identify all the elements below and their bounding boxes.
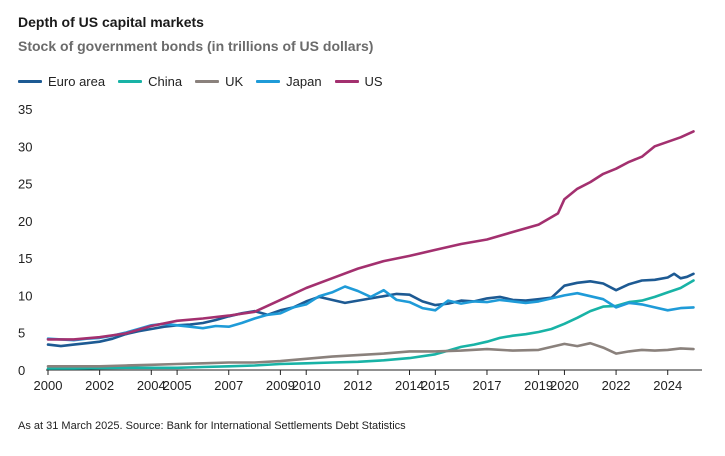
y-tick-label-20: 20 xyxy=(18,214,32,229)
chart-title: Depth of US capital markets xyxy=(18,14,204,30)
chart-subtitle: Stock of government bonds (in trillions … xyxy=(18,38,374,54)
x-tick-label-2015: 2015 xyxy=(421,378,450,393)
legend-label-us: US xyxy=(364,74,383,89)
y-tick-label-30: 30 xyxy=(18,139,32,154)
legend-label-japan: Japan xyxy=(286,74,322,89)
legend-item-uk: UK xyxy=(195,74,243,89)
y-tick-label-0: 0 xyxy=(18,363,25,378)
legend-label-uk: UK xyxy=(225,74,244,89)
x-tick-label-2022: 2022 xyxy=(602,378,631,393)
series-line-us xyxy=(46,130,695,341)
x-tick-label-2004: 2004 xyxy=(137,378,166,393)
series-line-euro-area xyxy=(46,272,695,348)
x-tick-label-2017: 2017 xyxy=(473,378,502,393)
x-tick-label-2009: 2009 xyxy=(266,378,295,393)
x-tick-label-2020: 2020 xyxy=(550,378,579,393)
series-line-china xyxy=(46,279,695,370)
x-tick-label-2024: 2024 xyxy=(653,378,682,393)
x-tick-label-2014: 2014 xyxy=(395,378,424,393)
y-tick-label-10: 10 xyxy=(18,288,32,303)
x-tick-label-2010: 2010 xyxy=(292,378,321,393)
legend-label-euro-area: Euro area xyxy=(48,74,106,89)
x-tick-label-2000: 2000 xyxy=(34,378,63,393)
legend-swatch-japan xyxy=(256,80,281,83)
legend-item-us: US xyxy=(334,74,383,89)
legend-item-euro-area: Euro area xyxy=(18,74,105,89)
legend-item-japan: Japan xyxy=(256,74,322,89)
y-tick-label-15: 15 xyxy=(18,251,32,266)
legend-swatch-euro-area xyxy=(18,80,42,83)
legend-swatch-uk xyxy=(195,80,220,83)
series-line-japan xyxy=(46,285,695,342)
x-tick-label-2007: 2007 xyxy=(214,378,243,393)
legend-label-china: China xyxy=(148,74,183,89)
y-tick-label-5: 5 xyxy=(18,326,25,341)
y-tick-label-25: 25 xyxy=(18,177,32,192)
series-line-uk xyxy=(46,341,695,368)
legend-swatch-us xyxy=(334,80,359,83)
x-tick-label-2002: 2002 xyxy=(85,378,114,393)
legend-item-china: China xyxy=(118,74,182,89)
legend: Euro area China UK Japan US xyxy=(18,74,396,89)
legend-swatch-china xyxy=(118,80,143,83)
x-tick-label-2019: 2019 xyxy=(524,378,553,393)
source-footnote: As at 31 March 2025. Source: Bank for In… xyxy=(18,420,406,432)
x-tick-label-2012: 2012 xyxy=(343,378,372,393)
x-tick-label-2005: 2005 xyxy=(163,378,192,393)
y-tick-label-35: 35 xyxy=(18,102,32,117)
